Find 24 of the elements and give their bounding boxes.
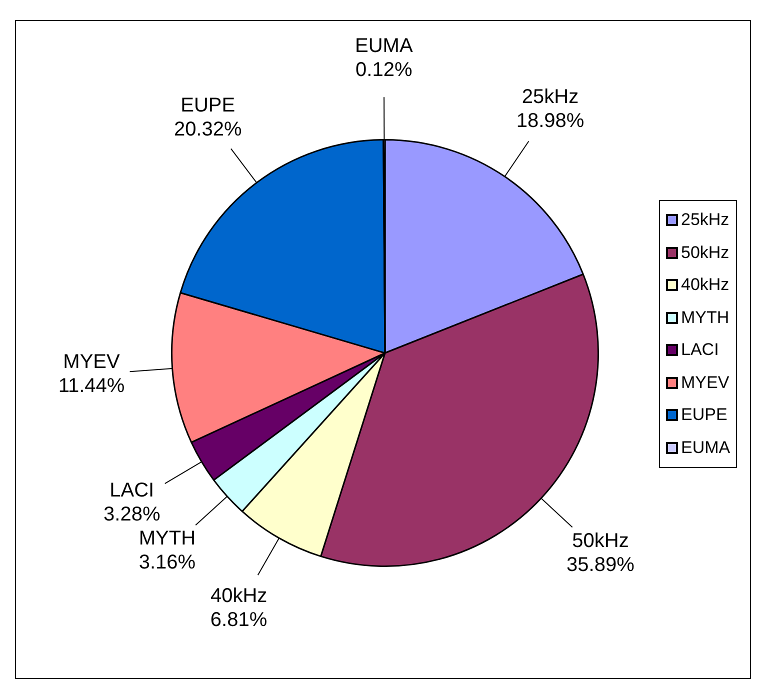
legend-label: LACI: [681, 340, 719, 360]
legend-label: MYTH: [681, 308, 730, 328]
data-label: 18.98%: [516, 110, 584, 132]
data-label: 20.32%: [174, 118, 242, 141]
slice-label: 40kHz: [210, 584, 268, 607]
legend-label: EUPE: [681, 405, 728, 426]
data-label: 0.12%: [356, 59, 412, 82]
slice-label: 50kHz: [572, 530, 629, 552]
legend-label: 50kHz: [681, 242, 730, 263]
slice-label: EUPE: [180, 94, 236, 117]
data-label: 6.81%: [210, 608, 268, 631]
data-label: 35.89%: [566, 554, 635, 576]
legend-label: MYEV: [681, 372, 730, 393]
slice-label: LACI: [110, 480, 154, 502]
slice-label: 25kHz: [522, 86, 579, 108]
data-label: 3.16%: [138, 551, 196, 574]
data-label: 11.44%: [58, 374, 125, 397]
legend-label: 25kHz: [681, 210, 730, 230]
slice-label: EUMA: [354, 35, 414, 58]
legend-label: EUMA: [681, 438, 730, 458]
slice-label: MYTH: [138, 527, 196, 550]
legend-label: 40kHz: [681, 275, 730, 296]
data-label: 3.28%: [104, 504, 160, 526]
slice-label: MYEV: [63, 350, 120, 373]
